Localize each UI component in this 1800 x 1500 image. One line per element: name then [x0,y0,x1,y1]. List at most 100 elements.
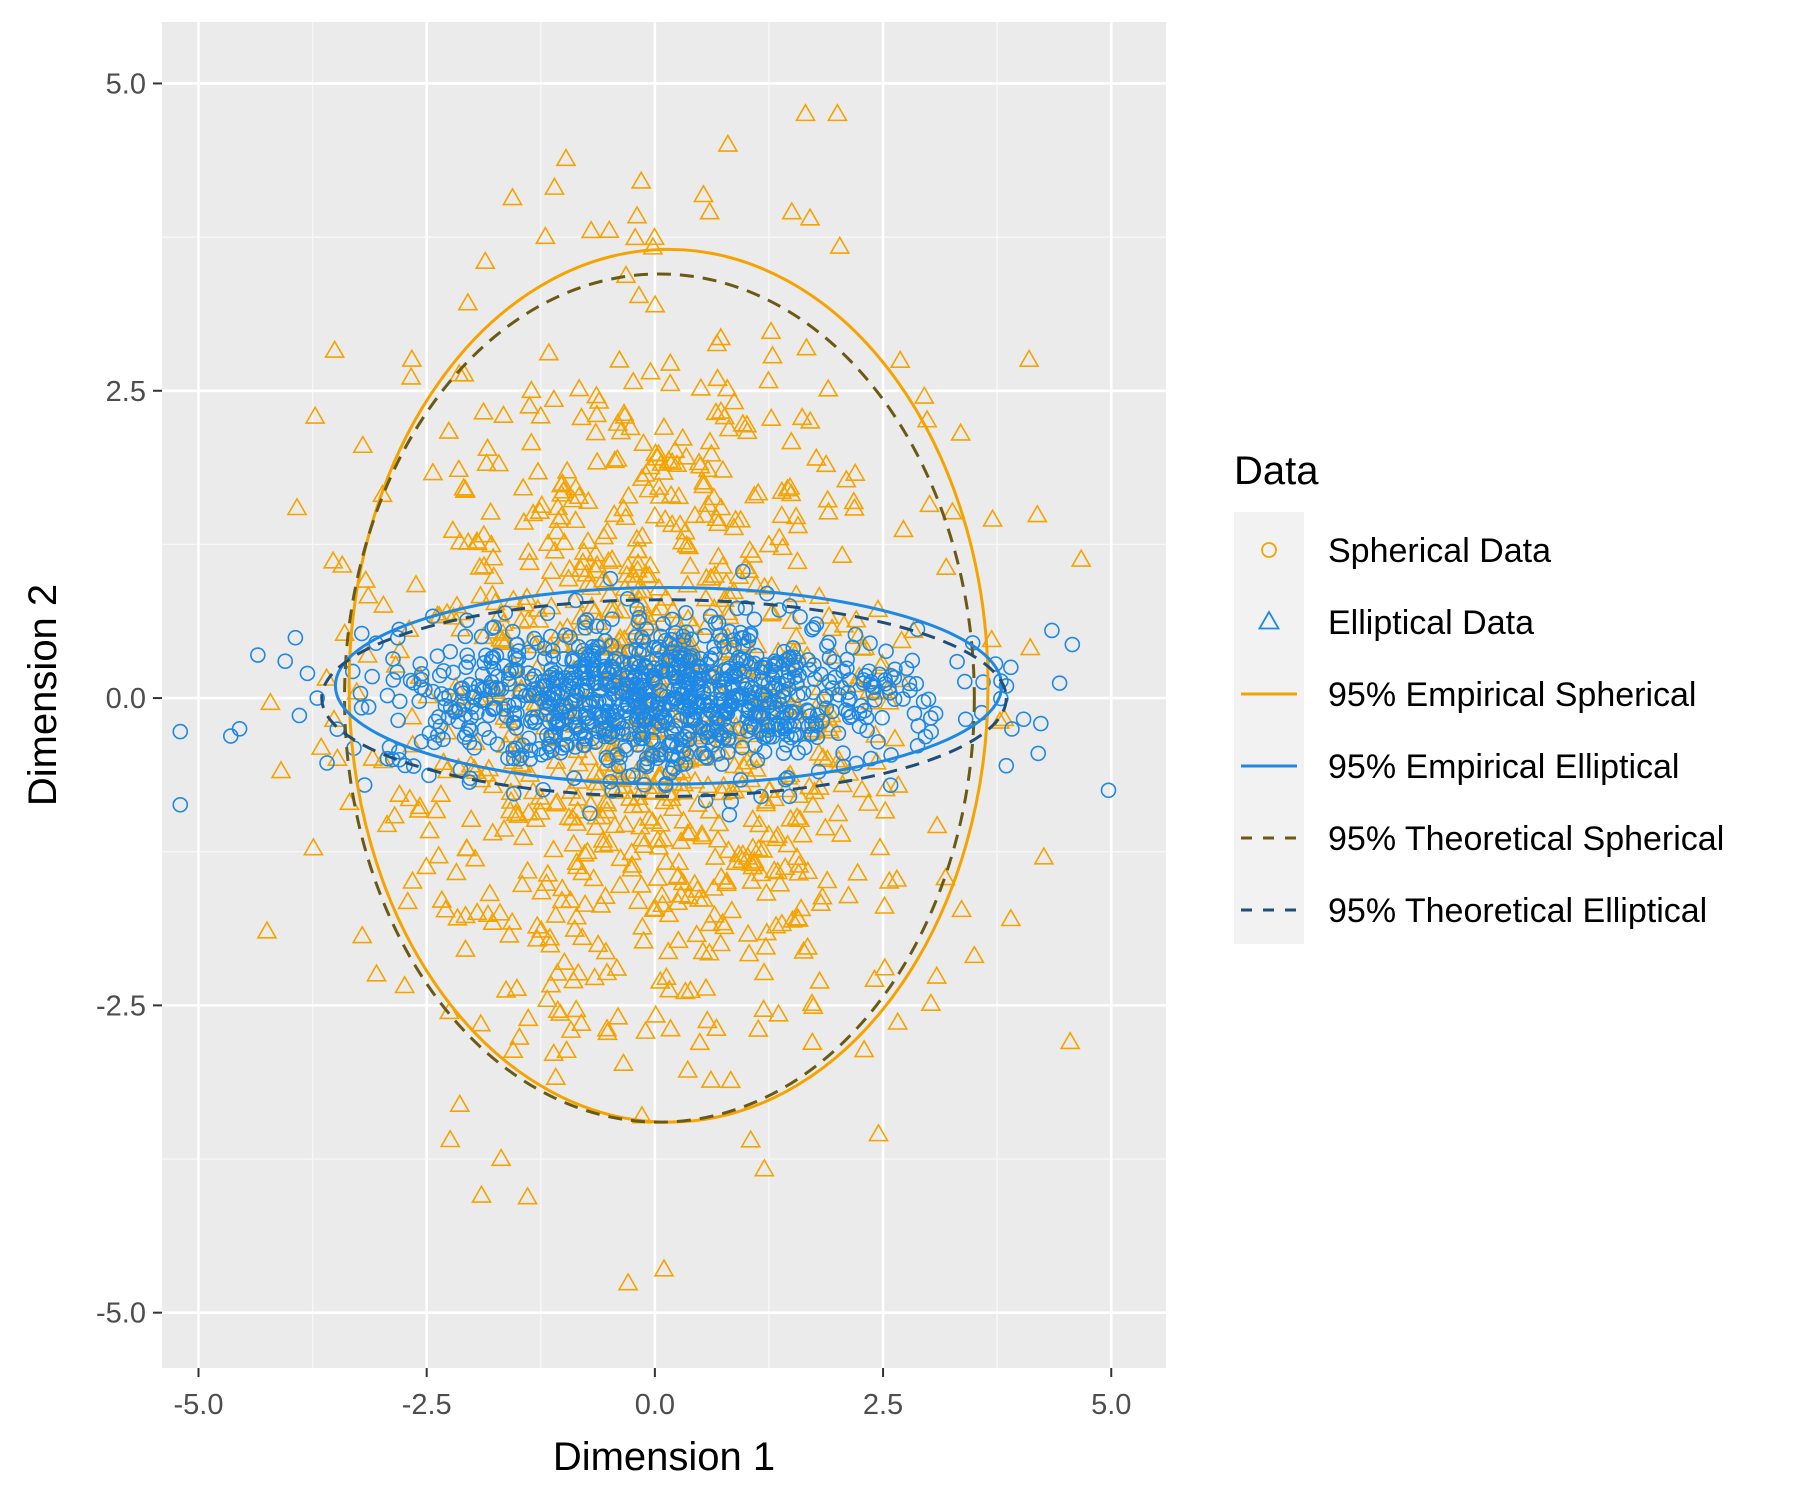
elliptical-point [483,653,499,670]
spherical-point [519,552,541,571]
spherical-point [577,530,599,549]
spherical-point [439,1129,461,1148]
spherical-point [748,814,770,833]
spherical-point [680,979,701,999]
spherical-point [525,808,547,827]
spherical-point [706,1017,727,1036]
spherical-point [640,361,661,380]
spherical-point [520,432,542,451]
spherical-point [851,637,873,656]
elliptical-point [578,705,594,722]
elliptical-point [778,652,794,669]
spherical-point [712,555,734,574]
elliptical-point [824,680,841,696]
spherical-point [725,509,746,528]
elliptical-point [250,647,266,663]
spherical-point [677,1059,699,1078]
spherical-point [662,797,684,817]
elliptical-point [664,759,681,775]
spherical-point [638,807,660,826]
spherical-point [693,184,714,203]
spherical-point [627,552,649,571]
spherical-point [708,813,730,832]
elliptical-point [778,737,795,753]
elliptical-point [609,746,625,763]
elliptical-point [462,770,479,787]
spherical-point [781,201,803,220]
spherical-point [742,544,764,563]
elliptical-point [579,715,596,731]
spherical-point [645,603,667,623]
elliptical-point [721,623,738,640]
spherical-point [809,970,831,989]
elliptical-point [1044,622,1060,639]
spherical-point [615,264,637,284]
spherical-point [732,413,754,432]
elliptical-point [406,675,422,691]
spherical-point [919,494,940,513]
spherical-point [795,103,816,122]
elliptical-point [716,729,732,746]
elliptical-point [432,718,449,735]
elliptical-point [730,649,747,666]
spherical-point [450,618,471,637]
elliptical-point [706,639,722,656]
spherical-point [366,963,387,982]
spherical-point [713,775,735,794]
spherical-point [644,226,665,246]
spherical-point [631,828,653,847]
spherical-point [543,839,564,858]
spherical-point [585,543,607,562]
elliptical-point [459,647,475,664]
spherical-point [677,823,699,842]
elliptical-point [390,712,406,729]
spherical-point [653,416,675,435]
spherical-point [750,863,772,882]
elliptical-point [506,697,523,713]
spherical-point [553,532,575,551]
spherical-point [422,462,444,481]
elliptical-point [863,673,879,690]
spherical-point [801,1031,823,1050]
spherical-point [628,285,650,304]
elliptical-point [521,687,538,704]
spherical-point [653,461,675,480]
elliptical-point [529,635,546,651]
spherical-point [677,574,698,593]
spherical-point [469,556,491,575]
spherical-point [470,1013,492,1032]
spherical-point [635,463,656,482]
elliptical-point [653,628,669,645]
elliptical-point [450,713,467,730]
spherical-point [753,1158,775,1177]
spherical-point [568,485,590,504]
elliptical-point [771,602,787,618]
spherical-point [678,536,700,555]
x-tick-label: -5.0 [174,1389,224,1421]
spherical-point [699,431,721,450]
spherical-point [609,875,631,894]
elliptical-point [697,792,714,809]
elliptical-point [474,681,491,697]
elliptical-point [447,704,463,720]
spherical-point [394,975,416,994]
elliptical-point [1003,659,1019,676]
elliptical-point [385,751,401,768]
elliptical-point [725,632,742,648]
elliptical-point [746,611,763,628]
spherical-point [781,610,803,630]
elliptical-point [604,611,620,628]
spherical-point [738,943,760,962]
spherical-point [844,462,866,481]
confidence-ellipses [320,247,1008,1124]
spherical-point [935,556,957,575]
spherical-point [853,1039,875,1058]
elliptical-point [975,674,991,690]
elliptical-point [819,638,835,654]
spherical-point [687,793,709,812]
spherical-point [695,588,717,607]
spherical-point [534,226,556,245]
spherical-point [791,407,813,426]
spherical-point [609,627,631,646]
x-tick-label: 2.5 [863,1389,903,1421]
